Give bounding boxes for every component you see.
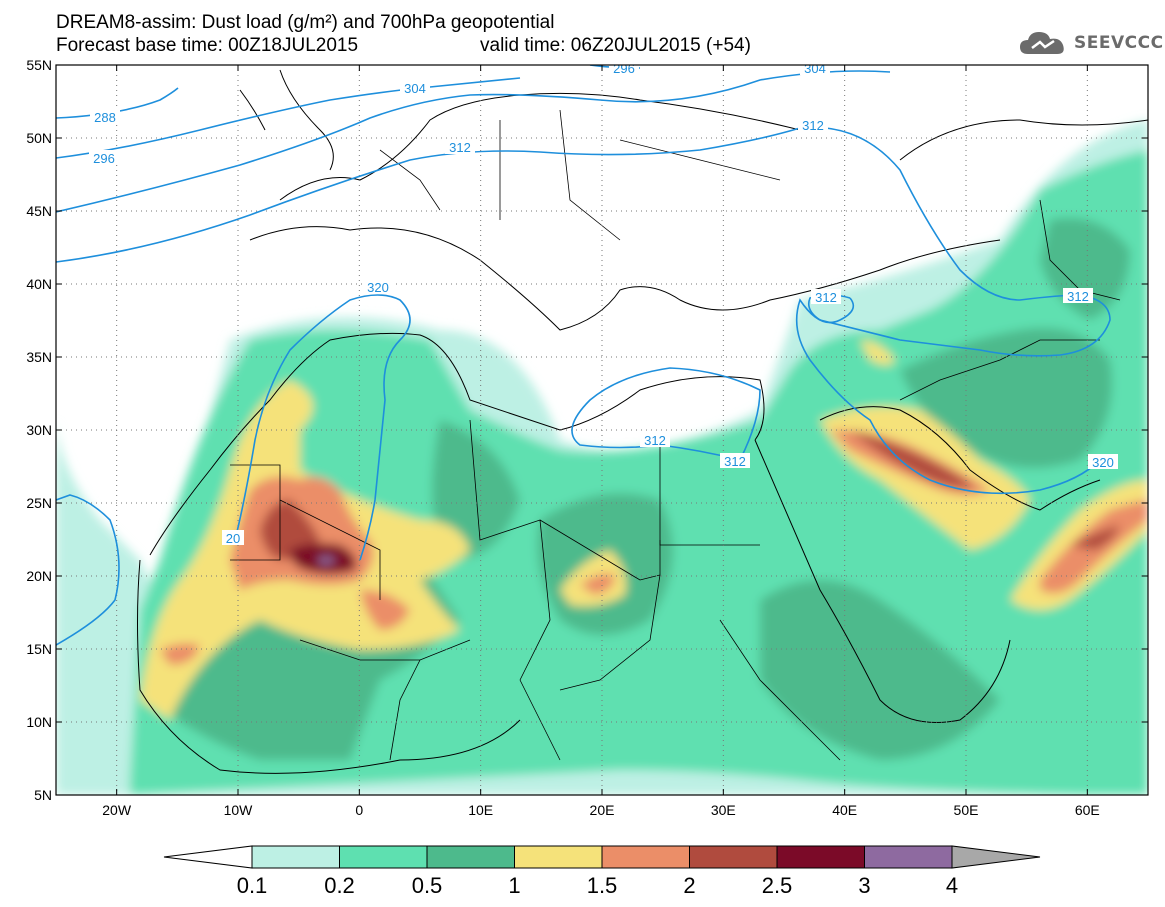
colorbar-segment xyxy=(426,845,515,869)
colorbar-label: 2 xyxy=(683,873,695,898)
colorbar: 0.1 0.2 0.5 1 1.5 2 2.5 3 4 xyxy=(163,845,1041,898)
lon-tick-label: 10E xyxy=(468,802,493,818)
contour-label: 320 xyxy=(367,280,389,295)
seevccc-logo: SEEVCCC xyxy=(1018,28,1164,58)
logo-text: SEEVCCC xyxy=(1074,33,1164,53)
lat-tick-label: 25N xyxy=(26,495,52,511)
contour-304 xyxy=(56,70,891,213)
contour-label: 312 xyxy=(644,433,666,448)
lon-tick-label: 40E xyxy=(832,802,857,818)
lat-tick-label: 10N xyxy=(26,714,52,730)
colorbar-label: 0.1 xyxy=(237,873,268,898)
lon-tick-label: 0 xyxy=(355,802,363,818)
contour-labels: 288 296 296 304 304 312 312 312 312 312 312 320 320 2… xyxy=(89,61,1118,546)
contour-label: 312 xyxy=(815,290,837,305)
colorbar-left-arrow xyxy=(163,845,253,869)
lat-tick-label: 15N xyxy=(26,641,52,657)
graticule xyxy=(56,65,1148,795)
contour-label: 296 xyxy=(93,151,115,166)
lat-tick-label: 5N xyxy=(34,787,52,803)
contour-label: 288 xyxy=(94,110,116,125)
colorbar-right-arrow xyxy=(951,845,1041,869)
contour-label: 312 xyxy=(724,454,746,469)
colorbar-label: 4 xyxy=(946,873,958,898)
colorbar-label: 2.5 xyxy=(762,873,793,898)
contour-label-bg xyxy=(90,109,120,124)
lat-tick-label: 45N xyxy=(26,203,52,219)
valid-time-label: valid time: 06Z20JUL2015 (+54) xyxy=(480,35,751,56)
axis-ticks: 55N 50N 45N 40N 35N 30N 25N 20N 15N 10N 5N 20W 10W 0 1… xyxy=(26,57,1148,818)
lon-tick-label: 20W xyxy=(102,802,132,818)
colorbar-segment xyxy=(514,845,603,869)
colorbar-segment xyxy=(776,845,865,869)
colorbar-label: 1 xyxy=(508,873,520,898)
lon-tick-label: 30E xyxy=(711,802,736,818)
contour-label-bg xyxy=(640,432,670,447)
colorbar-label: 0.5 xyxy=(412,873,443,898)
colorbar-segment xyxy=(689,845,778,869)
lat-tick-label: 40N xyxy=(26,276,52,292)
lon-tick-label: 60E xyxy=(1075,802,1100,818)
contour-label: 20 xyxy=(226,531,240,546)
contour-label-bg xyxy=(89,150,119,165)
country-borders xyxy=(230,109,1121,761)
contour-label-bg xyxy=(609,65,639,75)
contour-320 xyxy=(234,294,411,561)
base-time-label: Forecast base time: 00Z18JUL2015 xyxy=(56,35,359,56)
contour-312-north xyxy=(56,126,1111,357)
contour-296-west xyxy=(56,77,521,159)
lat-tick-label: 50N xyxy=(26,130,52,146)
contour-label-bg xyxy=(1088,454,1118,469)
contour-label-bg xyxy=(363,279,393,294)
map-title: DREAM8-assim: Dust load (g/m²) and 700hP… xyxy=(56,12,555,33)
colorbar-segment xyxy=(601,845,690,869)
colorbar-label: 3 xyxy=(858,873,870,898)
contour-label: 312 xyxy=(1067,289,1089,304)
contour-label-bg xyxy=(798,117,828,132)
contour-label-bg xyxy=(222,530,244,545)
colorbar-segment xyxy=(251,845,340,869)
lon-tick-label: 20E xyxy=(590,802,615,818)
contour-320-west xyxy=(56,494,120,646)
contour-label: 320 xyxy=(1092,455,1114,470)
contour-label: 296 xyxy=(613,61,635,76)
contour-288 xyxy=(56,87,179,119)
cloud-logo-icon xyxy=(1020,32,1064,54)
contour-label: 304 xyxy=(404,81,426,96)
dust-field xyxy=(56,120,1148,795)
lon-tick-label: 10W xyxy=(224,802,254,818)
lat-tick-label: 20N xyxy=(26,568,52,584)
lat-tick-label: 55N xyxy=(26,57,52,73)
lat-tick-label: 35N xyxy=(26,349,52,365)
contour-label: 312 xyxy=(449,140,471,155)
contour-label-bg xyxy=(1063,288,1093,303)
contour-label-bg xyxy=(400,80,430,95)
lon-tick-label: 50E xyxy=(954,802,979,818)
geopotential-contours xyxy=(56,65,1111,646)
coastlines xyxy=(137,69,1148,774)
lat-tick-label: 30N xyxy=(26,422,52,438)
contour-label-bg xyxy=(445,139,475,154)
contour-312-south xyxy=(795,297,1101,495)
colorbar-segment xyxy=(864,845,953,869)
colorbar-segment xyxy=(339,845,428,869)
contour-label: 304 xyxy=(804,61,826,76)
contour-label-bg xyxy=(811,289,841,304)
contour-label-bg xyxy=(720,453,750,468)
map-area: 288 296 296 304 304 312 312 312 312 312 312 320 320 2… xyxy=(56,61,1148,795)
colorbar-label: 0.2 xyxy=(324,873,355,898)
colorbar-label: 1.5 xyxy=(587,873,618,898)
contour-label: 312 xyxy=(802,118,824,133)
contour-label-bg xyxy=(800,65,830,75)
